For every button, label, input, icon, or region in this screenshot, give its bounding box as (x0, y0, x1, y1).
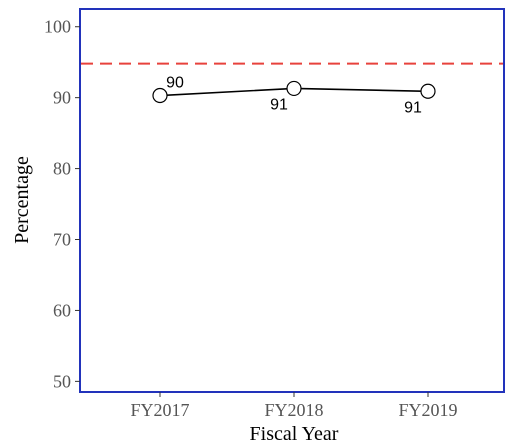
data-label: 90 (166, 75, 184, 92)
y-tick-label: 100 (44, 17, 71, 37)
y-tick-label: 90 (53, 88, 71, 108)
data-label: 91 (270, 96, 288, 113)
y-tick-label: 50 (53, 371, 71, 391)
data-label: 91 (404, 99, 422, 116)
data-point (286, 80, 302, 97)
x-tick-label: FY2019 (398, 400, 457, 420)
x-tick-label: FY2017 (130, 400, 189, 420)
y-tick-label: 80 (53, 159, 71, 179)
y-tick-label: 70 (53, 230, 71, 250)
plot-frame (79, 8, 505, 393)
x-axis-title: Fiscal Year (250, 423, 339, 445)
y-tick-label: 60 (53, 300, 71, 320)
data-point (152, 87, 168, 104)
plot-area: 50 60 70 80 90 100 FY2017 FY2018 FY2019 90 91 91 (44, 8, 505, 420)
x-tick-label: FY2018 (264, 400, 323, 420)
y-axis-title: Percentage (11, 156, 33, 244)
data-point (420, 83, 436, 99)
